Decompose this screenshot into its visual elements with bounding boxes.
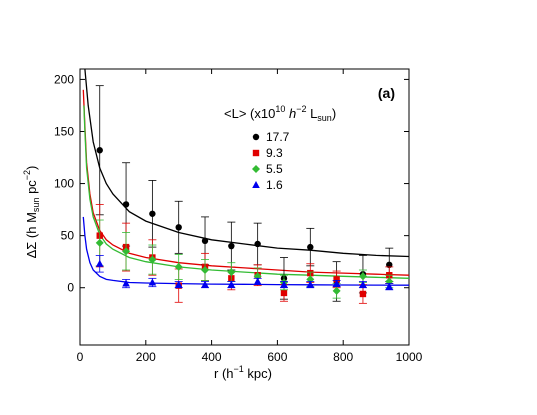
y-axis-label-tail: ) (24, 166, 39, 170)
data-point (332, 286, 341, 295)
data-point (174, 262, 183, 271)
legend-title-exp: 10 (275, 104, 285, 114)
legend-marker-5.5 (252, 165, 260, 173)
x-tick-label: 200 (136, 350, 156, 364)
legend-title-suffix: ) (332, 106, 336, 121)
x-axis-label-exp: −1 (234, 364, 244, 374)
y-tick-label: 50 (61, 229, 75, 243)
legend-label-17.7: 17.7 (266, 130, 290, 144)
plot-frame (79, 68, 410, 346)
legend-label-1.6: 1.6 (266, 178, 283, 192)
data-point (122, 279, 130, 287)
legend-title-L: L (306, 106, 317, 121)
legend-title-h: h (285, 106, 296, 121)
data-point (254, 240, 261, 248)
x-axis-label-main: r (h (214, 366, 234, 381)
data-point (95, 238, 104, 247)
fit-curves (82, 68, 410, 286)
data-point (201, 266, 210, 275)
legend-title: <L> (x1010 h−2 Lsun) (224, 104, 336, 123)
data-point (148, 278, 157, 286)
y-tick-label: 0 (67, 281, 74, 295)
x-tick-label: 400 (202, 350, 222, 364)
axis-ticks: 0 200 400 600 800 1000 0 50 100 150 200 (54, 69, 423, 364)
x-tick-label: 0 (77, 350, 84, 364)
x-tick-label: 600 (267, 350, 287, 364)
series-1.6 (95, 255, 394, 291)
data-point (307, 243, 314, 251)
y-axis-label-main: ΔΣ (h M (24, 212, 39, 258)
data-point (280, 280, 288, 288)
data-point (227, 280, 236, 288)
y-tick-label: 150 (54, 124, 74, 138)
legend-label-5.5: 5.5 (266, 162, 283, 176)
fit-curve-17.7 (84, 68, 410, 258)
data-point (227, 268, 236, 277)
y-tick-label: 200 (54, 72, 74, 86)
y-tick-label: 100 (54, 177, 74, 191)
x-axis-label: r (h−1 kpc) (214, 364, 272, 381)
series-5.5 (95, 219, 394, 299)
legend-title-prefix: <L> (x10 (224, 106, 275, 121)
data-point (175, 224, 182, 231)
data-point (122, 247, 131, 256)
data-point (280, 289, 288, 297)
legend-label-9.3: 9.3 (266, 146, 283, 160)
legend-marker-17.7 (252, 133, 260, 141)
data-point (359, 280, 367, 288)
data-point (306, 280, 315, 288)
y-axis-label-exp: −2 (22, 170, 32, 180)
fit-curve-5.5 (83, 105, 410, 279)
legend-title-hexp: −2 (296, 104, 306, 114)
y-axis-label: ΔΣ (h Msun pc−2) (22, 166, 41, 259)
data-point (333, 276, 340, 283)
x-axis-label-tail: kpc) (244, 366, 272, 381)
data-point (386, 261, 393, 269)
panel-label: (a) (378, 85, 395, 101)
legend-marker-9.3 (252, 149, 260, 157)
data-point (95, 259, 104, 267)
data-point (201, 280, 209, 288)
data-point (332, 279, 341, 287)
legend: 17.7 9.3 5.5 1.6 (252, 130, 290, 192)
data-marks (95, 85, 394, 304)
data-point (96, 147, 103, 154)
y-axis-label-sub: sun (31, 198, 41, 213)
data-point (228, 242, 235, 250)
legend-title-sub: sun (317, 113, 332, 123)
data-point (359, 290, 367, 298)
legend-marker-1.6 (252, 181, 260, 188)
data-point (149, 210, 156, 217)
data-point (253, 277, 262, 285)
fit-curve-1.6 (82, 216, 410, 286)
x-tick-label: 1000 (396, 350, 423, 364)
data-point (122, 201, 130, 208)
data-point (148, 255, 157, 264)
data-point (385, 282, 394, 290)
data-point (358, 272, 367, 281)
x-tick-label: 800 (333, 350, 353, 364)
data-point (201, 237, 209, 245)
y-axis-label-mid: pc (24, 180, 39, 198)
data-point (174, 280, 183, 288)
